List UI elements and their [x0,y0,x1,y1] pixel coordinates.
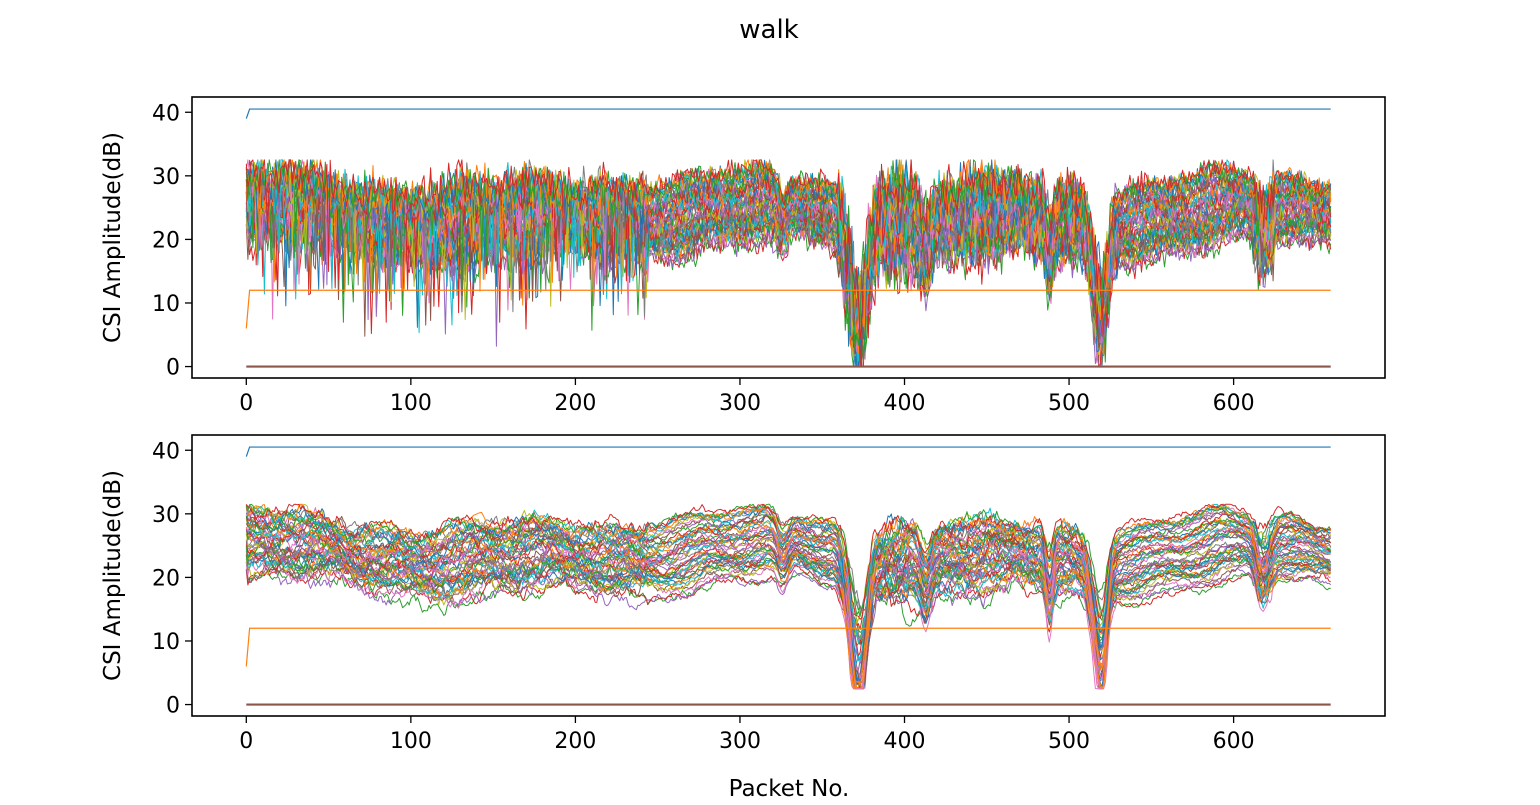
constant-series-line [245,289,1331,329]
x-tick-label: 300 [719,391,761,416]
plot-area [245,108,1332,368]
y-tick-label: 40 [152,439,180,464]
subcarrier-series-line [245,567,1332,689]
x-tick-label: 100 [390,391,432,416]
y-tick-label: 30 [152,503,180,528]
x-tick-label: 400 [884,391,926,416]
y-tick-label: 30 [152,165,180,190]
x-tick-label: 100 [390,729,432,754]
x-tick-label: 200 [554,729,596,754]
subcarrier-series-line [245,513,1332,633]
y-tick-label: 40 [152,101,180,126]
subcarrier-series-line [245,542,1331,645]
x-tick-label: 500 [1048,391,1090,416]
subcarrier-series-line [245,159,1331,351]
subcarrier-series-line [245,560,1331,690]
axes-frame [191,434,1386,717]
x-tick-label: 600 [1213,729,1255,754]
constant-series-line [245,627,1331,667]
constant-series-line [245,108,1331,119]
x-tick-label: 200 [554,391,596,416]
subcarrier-series-line [245,201,1332,368]
x-tick-label: 600 [1213,391,1255,416]
x-tick-label: 500 [1048,729,1090,754]
constant-series-line [245,446,1331,457]
y-axis-label: CSI Amplitude(dB) [100,132,126,343]
subcarrier-series-line [245,503,1332,617]
bottom-subplot: 0 100 200 300 400 500 600 0 10 20 30 40 CSI Amplitud… [100,434,1386,802]
y-tick-label: 0 [166,694,180,719]
subcarrier-series-line [245,159,1332,340]
x-tick-label: 0 [239,391,253,416]
y-tick-label: 0 [166,356,180,381]
y-axis-label: CSI Amplitude(dB) [100,470,126,681]
x-tick-label: 300 [719,729,761,754]
subcarrier-series-line [245,513,1331,676]
plot-area [245,446,1332,706]
axes-frame [191,96,1386,379]
subcarrier-series-line [245,503,1331,620]
x-tick-label: 400 [884,729,926,754]
subcarrier-series-line [245,205,1332,365]
y-tick-label: 10 [152,292,180,317]
x-axis-label: Packet No. [729,776,850,802]
top-subplot: 0 100 200 300 400 500 600 0 10 20 30 40 CSI Amplitud… [100,96,1386,416]
subcarrier-series-line [245,524,1331,690]
y-tick-label: 10 [152,630,180,655]
y-tick-label: 20 [152,566,180,591]
y-tick-label: 20 [152,228,180,253]
figure-title: walk [739,15,798,45]
x-tick-label: 0 [239,729,253,754]
